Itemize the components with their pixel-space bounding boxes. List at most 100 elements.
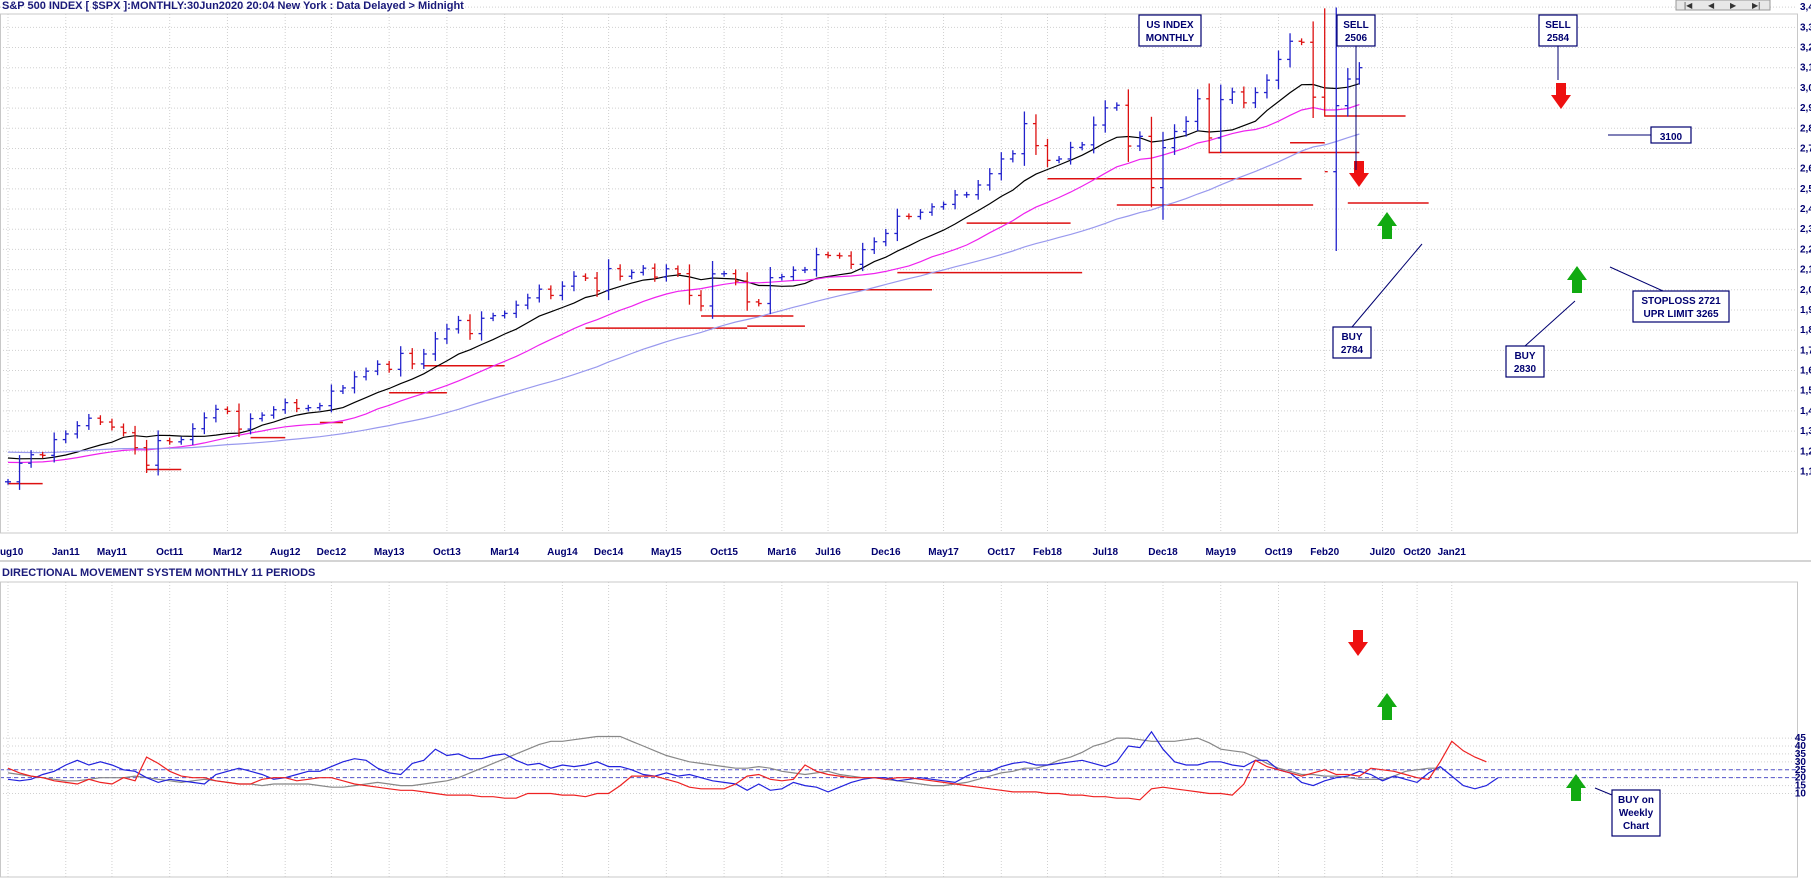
x-tick-label: May17	[928, 547, 959, 558]
sell-2584-label: SELL 2584	[1538, 14, 1578, 80]
arrow-head	[1349, 173, 1369, 187]
x-tick-label: Dec16	[871, 547, 901, 558]
annotation-text: UPR LIMIT 3265	[1643, 309, 1718, 320]
dmi-y-tick-label: 30	[1795, 757, 1807, 768]
y-tick-label: 1,800	[1800, 325, 1811, 336]
buy-arrow-feb19	[1377, 212, 1397, 239]
annotation-text: US INDEX	[1146, 20, 1194, 31]
y-tick-label: 2,500	[1800, 184, 1811, 195]
dmi-panel-frame	[0, 581, 1798, 878]
y-tick-label: 3,100	[1800, 63, 1811, 74]
panel-frames	[0, 13, 1811, 878]
y-tick-label: 2,400	[1800, 204, 1811, 215]
annotation-text: BUY on	[1618, 795, 1654, 806]
x-tick-label: Jan21	[1438, 547, 1467, 558]
x-tick-label: Oct15	[710, 547, 738, 558]
y-tick-label: 2,000	[1800, 285, 1811, 296]
y-tick-label: 2,700	[1800, 143, 1811, 154]
dmi-line-plusminus-di	[7, 730, 1499, 793]
dmi-lines	[7, 730, 1499, 801]
buy-weekly-label: BUY on Weekly Chart	[1594, 787, 1661, 837]
x-tick-label: May13	[374, 547, 405, 558]
annotation-text: 2506	[1345, 33, 1368, 44]
annotation-text: SELL	[1343, 20, 1369, 31]
level-3100-label: 3100	[1608, 126, 1692, 144]
annotation-box	[1611, 789, 1661, 837]
x-tick-label: Mar16	[767, 547, 796, 558]
buy-2784-label: BUY 2784	[1332, 243, 1423, 359]
y-tick-label: 1,900	[1800, 305, 1811, 316]
arrow-shaft	[1353, 630, 1363, 643]
x-tick-label: Aug14	[547, 547, 578, 558]
arrow-head	[1551, 95, 1571, 109]
ma-line-mid	[7, 104, 1360, 464]
y-tick-label: 1,600	[1800, 366, 1811, 377]
dmi-y-tick-label: 10	[1795, 789, 1807, 800]
arrow-shaft	[1571, 787, 1581, 801]
y-tick-label: 1,500	[1800, 386, 1811, 397]
axis-ticks: Aug10 Jan11 May11 Oct11 Mar12 Aug12 Dec12 May13…	[0, 2, 1811, 800]
stoploss-label: STOPLOSS 2721 UPR LIMIT 3265	[1609, 266, 1730, 323]
annotation-box	[1632, 290, 1730, 323]
annotation-text: MONTHLY	[1146, 33, 1195, 44]
x-tick-label: May19	[1205, 547, 1236, 558]
y-tick-label: 2,800	[1800, 123, 1811, 134]
y-tick-label: 3,300	[1800, 22, 1811, 33]
annotation-box	[1505, 345, 1545, 378]
nav-first-button[interactable]: |◀	[1684, 1, 1693, 10]
x-tick-label: Aug10	[0, 547, 24, 558]
ma-line-short	[7, 83, 1360, 460]
arrow-head	[1566, 774, 1586, 788]
sell-arrow-feb20	[1551, 83, 1571, 109]
arrow-head	[1377, 212, 1397, 226]
annotation-text: SELL	[1545, 20, 1571, 31]
annotation-text: 2830	[1514, 364, 1537, 375]
x-tick-label: Jul16	[815, 547, 841, 558]
x-tick-label: Oct19	[1265, 547, 1293, 558]
buy-2830-label: BUY 2830	[1505, 300, 1576, 378]
annotation-text: 3100	[1660, 132, 1683, 143]
dmi-y-tick-label: 40	[1795, 741, 1807, 752]
x-tick-label: Jan11	[52, 547, 80, 558]
nav-next-button[interactable]: ▶	[1730, 1, 1737, 10]
x-tick-label: Feb18	[1033, 547, 1062, 558]
sell-2506-label: SELL 2506	[1336, 14, 1376, 170]
dmi-y-tick-label: 25	[1795, 765, 1807, 776]
nav-last-button[interactable]: ▶|	[1752, 1, 1760, 10]
y-tick-label: 3,200	[1800, 43, 1811, 54]
x-tick-label: Jul20	[1370, 547, 1396, 558]
dmi-y-tick-label: 45	[1795, 733, 1807, 744]
arrow-shaft	[1354, 161, 1364, 174]
annotation-leader	[1524, 300, 1576, 347]
annotation-box	[1336, 14, 1376, 47]
annotation-leader	[1351, 243, 1423, 328]
y-tick-label: 1,200	[1800, 446, 1811, 457]
nav-prev-button[interactable]: ◀	[1708, 1, 1715, 10]
annotation-text: BUY	[1341, 332, 1362, 343]
dmi-y-tick-label: 15	[1795, 781, 1807, 792]
moving-averages	[7, 83, 1360, 464]
annotation-text: BUY	[1514, 351, 1535, 362]
annotation-text: STOPLOSS 2721	[1641, 296, 1721, 307]
dmi-buy-arrow-2	[1566, 774, 1586, 801]
dmi-panel-title: DIRECTIONAL MOVEMENT SYSTEM MONTHLY 11 P…	[2, 567, 315, 579]
annotation-text: 2784	[1341, 345, 1364, 356]
sell-arrow-dec18	[1349, 161, 1369, 187]
arrow-shaft	[1572, 279, 1582, 293]
signal-arrows	[1348, 83, 1587, 801]
annotation-text: Weekly	[1619, 808, 1654, 819]
nav-buttons: |◀ ◀ ▶ ▶|	[1675, 0, 1771, 11]
arrow-head	[1377, 693, 1397, 707]
x-tick-label: Dec18	[1148, 547, 1178, 558]
x-tick-label: Jul18	[1092, 547, 1118, 558]
price-panel-grid	[0, 6, 1797, 533]
annotation-box	[1650, 126, 1692, 144]
y-tick-label: 1,400	[1800, 406, 1811, 417]
price-bars	[5, 7, 1363, 490]
annotation-box	[1538, 14, 1578, 47]
x-tick-label: Feb20	[1310, 547, 1339, 558]
y-tick-label: 2,300	[1800, 224, 1811, 235]
y-tick-label: 3,000	[1800, 83, 1811, 94]
y-tick-label: 2,100	[1800, 265, 1811, 276]
arrow-shaft	[1556, 83, 1566, 96]
